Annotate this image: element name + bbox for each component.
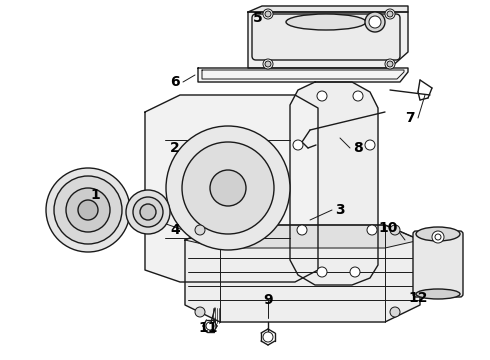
Polygon shape (290, 82, 378, 285)
Circle shape (66, 188, 110, 232)
Polygon shape (248, 6, 408, 12)
Circle shape (206, 322, 214, 330)
Text: 4: 4 (170, 223, 180, 237)
Polygon shape (185, 225, 420, 248)
Circle shape (182, 142, 274, 234)
FancyBboxPatch shape (252, 14, 400, 60)
FancyBboxPatch shape (413, 231, 463, 297)
Circle shape (166, 126, 290, 250)
Circle shape (265, 61, 271, 67)
Circle shape (390, 307, 400, 317)
Circle shape (385, 59, 395, 69)
Ellipse shape (416, 289, 460, 299)
Circle shape (350, 267, 360, 277)
Circle shape (385, 9, 395, 19)
Circle shape (317, 91, 327, 101)
Text: 8: 8 (353, 141, 363, 155)
Circle shape (78, 200, 98, 220)
Text: 1: 1 (90, 188, 100, 202)
Circle shape (365, 12, 385, 32)
Circle shape (297, 225, 307, 235)
Polygon shape (185, 225, 420, 322)
Circle shape (126, 190, 170, 234)
Circle shape (195, 307, 205, 317)
Text: 10: 10 (378, 221, 398, 235)
Circle shape (390, 225, 400, 235)
Text: 7: 7 (405, 111, 415, 125)
Circle shape (432, 231, 444, 243)
Text: 12: 12 (408, 291, 428, 305)
Text: 6: 6 (170, 75, 180, 89)
Text: 3: 3 (335, 203, 345, 217)
Polygon shape (145, 95, 318, 282)
Ellipse shape (416, 227, 460, 241)
Circle shape (293, 140, 303, 150)
Circle shape (317, 267, 327, 277)
Circle shape (210, 170, 246, 206)
Text: 9: 9 (263, 293, 273, 307)
Ellipse shape (286, 14, 366, 30)
Circle shape (140, 204, 156, 220)
Circle shape (265, 11, 271, 17)
Text: 5: 5 (253, 11, 263, 25)
Circle shape (365, 140, 375, 150)
Circle shape (46, 168, 130, 252)
Circle shape (369, 16, 381, 28)
Circle shape (387, 11, 393, 17)
Polygon shape (248, 12, 408, 68)
Circle shape (353, 91, 363, 101)
Circle shape (54, 176, 122, 244)
Circle shape (263, 9, 273, 19)
Text: 11: 11 (198, 321, 218, 335)
Text: 2: 2 (170, 141, 180, 155)
Circle shape (133, 197, 163, 227)
Circle shape (387, 61, 393, 67)
Circle shape (367, 225, 377, 235)
Circle shape (195, 225, 205, 235)
Circle shape (263, 59, 273, 69)
Polygon shape (198, 68, 408, 82)
Circle shape (263, 332, 273, 342)
